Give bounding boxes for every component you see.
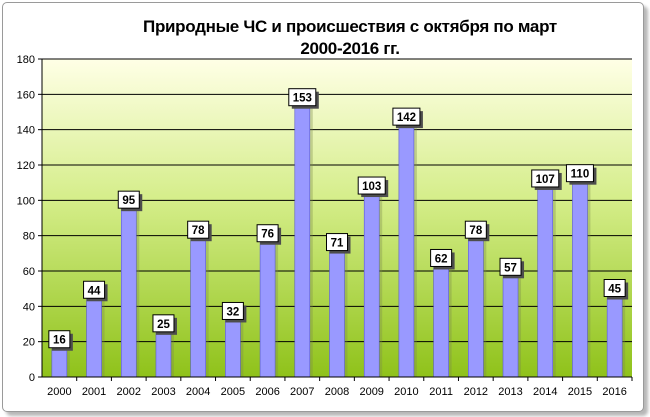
bar	[86, 298, 102, 378]
data-label: 16	[53, 335, 66, 347]
data-label: 45	[608, 284, 621, 296]
data-label-box	[152, 314, 175, 333]
y-tick-label: 140	[17, 125, 35, 137]
y-tick-label: 40	[23, 301, 35, 313]
bar	[294, 106, 311, 378]
data-label-box	[531, 169, 560, 188]
y-tick-label: 120	[17, 160, 35, 172]
bar	[572, 182, 588, 378]
data-label-box	[256, 224, 279, 243]
x-tick-label: 2003	[151, 386, 175, 398]
y-tick-label: 0	[29, 372, 35, 384]
chart-title: Природные ЧС и происшествия с октября по…	[40, 16, 650, 60]
bar	[363, 194, 380, 378]
data-label: 103	[362, 181, 381, 193]
y-tick-label: 80	[23, 231, 35, 243]
y-tick-label: 160	[17, 89, 35, 101]
x-tick-label: 2000	[47, 386, 71, 398]
bar	[51, 348, 68, 378]
x-tick-label: 2002	[117, 386, 141, 398]
data-label: 25	[157, 319, 170, 331]
data-label: 142	[397, 112, 416, 124]
data-label-box	[430, 248, 453, 267]
data-label: 78	[192, 225, 205, 237]
x-tick-label: 2013	[498, 386, 522, 398]
bar	[225, 320, 241, 378]
data-label-box	[221, 301, 244, 320]
x-tick-label: 2016	[602, 386, 626, 398]
bar	[398, 125, 415, 378]
data-label-box	[392, 107, 421, 126]
data-label-box	[603, 279, 626, 297]
x-tick-label: 2007	[290, 386, 314, 398]
y-tick-label: 20	[23, 337, 35, 349]
y-tick-label: 180	[17, 54, 35, 66]
x-tick-label: 2012	[464, 386, 488, 398]
data-label-box	[499, 257, 522, 276]
data-label: 44	[88, 285, 101, 297]
bar	[120, 208, 137, 378]
data-label: 107	[536, 174, 555, 186]
data-label: 32	[226, 306, 239, 318]
data-label: 110	[571, 169, 590, 181]
data-label-box	[117, 190, 140, 209]
bar	[259, 242, 276, 378]
x-tick-label: 2009	[359, 386, 383, 398]
data-label: 62	[435, 253, 448, 265]
x-tick-label: 2004	[186, 386, 210, 398]
bar	[433, 267, 449, 378]
data-label-box	[357, 176, 386, 195]
data-label-box	[464, 220, 487, 239]
x-tick-label: 2014	[533, 386, 557, 398]
x-tick-label: 2008	[325, 386, 349, 398]
data-label-box	[48, 330, 71, 349]
x-tick-label: 2005	[221, 386, 245, 398]
bar	[329, 251, 345, 378]
data-label-box	[565, 164, 594, 183]
data-label: 95	[122, 195, 135, 207]
data-label: 153	[293, 93, 312, 105]
data-label: 76	[261, 229, 274, 241]
bar	[502, 275, 519, 378]
x-tick-label: 2015	[568, 386, 592, 398]
x-tick-label: 2011	[429, 386, 453, 398]
x-tick-label: 2010	[394, 386, 418, 398]
bar	[155, 332, 172, 378]
chart-title-line-1: Природные ЧС и происшествия с октября по…	[143, 17, 557, 36]
data-label-box	[288, 88, 317, 107]
data-label: 78	[469, 225, 482, 237]
data-label-box	[326, 233, 348, 252]
data-label-box	[83, 280, 106, 299]
chart-title-line-2: 2000-2016 гг.	[300, 39, 400, 58]
bar	[468, 238, 484, 378]
bar	[190, 238, 206, 378]
data-label: 57	[504, 262, 517, 274]
y-tick-label: 60	[23, 266, 35, 278]
bar	[537, 187, 554, 378]
x-tick-label: 2006	[255, 386, 279, 398]
x-tick-label: 2001	[82, 386, 106, 398]
data-label: 71	[331, 238, 344, 250]
data-label-box	[187, 220, 210, 239]
y-tick-label: 100	[17, 195, 35, 207]
bar	[606, 297, 623, 378]
